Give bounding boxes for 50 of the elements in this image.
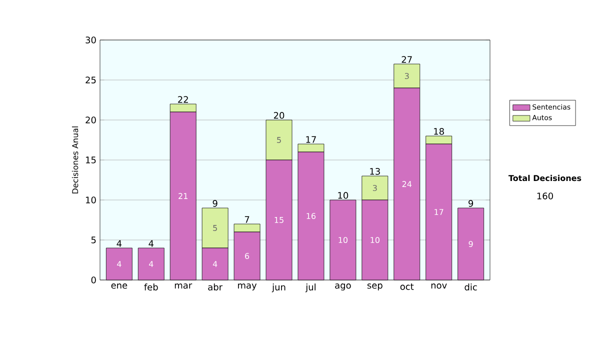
- data-label: 4: [149, 261, 154, 267]
- x-tick-label: nov: [431, 284, 447, 289]
- total-label: 18: [434, 128, 444, 135]
- y-tick-label: 20: [86, 116, 96, 124]
- x-tick-label: sep: [367, 284, 382, 290]
- x-tick-label: abr: [208, 284, 223, 290]
- data-label: 10: [370, 236, 380, 244]
- data-label: 24: [402, 181, 412, 187]
- total-label: 7: [244, 216, 250, 223]
- total-label: 4: [148, 240, 154, 247]
- data-label: 15: [274, 217, 284, 223]
- total-label: 27: [402, 56, 412, 63]
- y-tick-label: 25: [86, 76, 96, 84]
- x-tick-label: jul: [305, 284, 316, 292]
- data-label: 4: [117, 261, 122, 267]
- x-tick-label: feb: [144, 284, 158, 290]
- data-label: 21: [178, 193, 188, 199]
- total-label: 9: [212, 200, 218, 207]
- x-tick-label: ene: [111, 284, 128, 289]
- y-tick-label: 5: [91, 236, 96, 244]
- x-tick-label: jun: [272, 284, 286, 292]
- data-label: 3: [372, 184, 377, 192]
- x-tick-label: mar: [174, 284, 192, 289]
- x-tick-label: may: [238, 284, 257, 290]
- text: 160: [537, 192, 553, 200]
- total-label: 17: [306, 136, 316, 143]
- total-label: 20: [274, 112, 284, 119]
- data-label: 5: [277, 137, 281, 143]
- y-tick-label: 30: [86, 36, 96, 44]
- x-tick-label: oct: [400, 284, 414, 290]
- y-tick-label: 10: [86, 196, 96, 204]
- y-axis-title: Decisiones Anual: [72, 126, 78, 194]
- data-label: 5: [213, 225, 217, 231]
- y-tick-label: 0: [91, 276, 96, 284]
- total-label: 13: [370, 168, 380, 175]
- x-tick-label: dic: [464, 284, 477, 290]
- data-label: 17: [434, 209, 444, 215]
- data-label: 10: [338, 236, 348, 244]
- y-tick-label: 15: [86, 156, 96, 164]
- total-label: 10: [338, 192, 348, 199]
- text: Total Decisiones: [508, 174, 582, 182]
- data-label: 3: [404, 72, 409, 80]
- data-label: 9: [468, 240, 473, 248]
- x-tick-label: ago: [335, 284, 351, 290]
- total-label: 9: [468, 200, 474, 207]
- total-label: 4: [116, 240, 122, 247]
- data-label: 4: [212, 261, 218, 267]
- data-label: 6: [245, 252, 250, 260]
- total-label: 22: [178, 96, 188, 103]
- data-label: 16: [306, 212, 316, 220]
